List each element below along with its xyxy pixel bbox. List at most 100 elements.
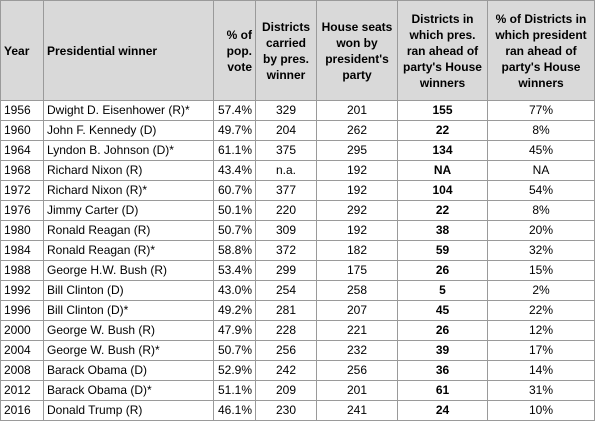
table-cell: 50.7% xyxy=(213,340,256,361)
table-cell: 201 xyxy=(316,100,398,121)
table-cell: George H.W. Bush (R) xyxy=(43,260,214,281)
table-cell: Barack Obama (D)* xyxy=(43,380,214,401)
table-cell: 8% xyxy=(487,200,595,221)
table-row: 1968 Richard Nixon (R) 43.4% n.a. 192 NA NA xyxy=(0,160,595,181)
table-cell: 58.8% xyxy=(213,240,256,261)
header-cell: Districts in which pres. ran ahead of pa… xyxy=(397,0,488,101)
table-cell: 2012 xyxy=(0,380,44,401)
table-cell: Lyndon B. Johnson (D)* xyxy=(43,140,214,161)
table-cell: 49.7% xyxy=(213,120,256,141)
table-cell: 22% xyxy=(487,300,595,321)
table-cell: 49.2% xyxy=(213,300,256,321)
table-cell: 258 xyxy=(316,280,398,301)
table-cell: Bill Clinton (D)* xyxy=(43,300,214,321)
table-cell: 43.0% xyxy=(213,280,256,301)
table-cell: 60.7% xyxy=(213,180,256,201)
table-cell: 45 xyxy=(397,300,488,321)
table-cell: 61.1% xyxy=(213,140,256,161)
table-cell: 20% xyxy=(487,220,595,241)
table-row: 1984 Ronald Reagan (R)* 58.8% 372 182 59 32% xyxy=(0,240,595,261)
table-cell: 220 xyxy=(255,200,317,221)
table-cell: 45% xyxy=(487,140,595,161)
table-cell: 53.4% xyxy=(213,260,256,281)
table-row: 1988 George H.W. Bush (R) 53.4% 299 175 26 15% xyxy=(0,260,595,281)
table-cell: 36 xyxy=(397,360,488,381)
table-cell: 1996 xyxy=(0,300,44,321)
table-cell: 1976 xyxy=(0,200,44,221)
table-cell: 10% xyxy=(487,400,595,421)
table-cell: 8% xyxy=(487,120,595,141)
table-cell: 46.1% xyxy=(213,400,256,421)
table-row: 1972 Richard Nixon (R)* 60.7% 377 192 104 54% xyxy=(0,180,595,201)
header-cell: % of Districts in which president ran ah… xyxy=(487,0,595,101)
table-cell: 50.1% xyxy=(213,200,256,221)
table-cell: 26 xyxy=(397,320,488,341)
table-row: 2004 George W. Bush (R)* 50.7% 256 232 39 17% xyxy=(0,340,595,361)
table-cell: 1988 xyxy=(0,260,44,281)
table-cell: 1968 xyxy=(0,160,44,181)
table-cell: Dwight D. Eisenhower (R)* xyxy=(43,100,214,121)
table-row: 1956 Dwight D. Eisenhower (R)* 57.4% 329 201… xyxy=(0,100,595,121)
table-cell: 375 xyxy=(255,140,317,161)
table-row: 1996 Bill Clinton (D)* 49.2% 281 207 45 22% xyxy=(0,300,595,321)
table-cell: 22 xyxy=(397,120,488,141)
table-cell: 209 xyxy=(255,380,317,401)
table-cell: 204 xyxy=(255,120,317,141)
table-cell: 22 xyxy=(397,200,488,221)
table-cell: 1964 xyxy=(0,140,44,161)
table-cell: 182 xyxy=(316,240,398,261)
table-cell: 254 xyxy=(255,280,317,301)
table-cell: 50.7% xyxy=(213,220,256,241)
table-cell: 2004 xyxy=(0,340,44,361)
table-cell: 292 xyxy=(316,200,398,221)
table-row: 1960 John F. Kennedy (D) 49.7% 204 262 22 8% xyxy=(0,120,595,141)
table-cell: Ronald Reagan (R)* xyxy=(43,240,214,261)
table-body: 1956 Dwight D. Eisenhower (R)* 57.4% 329 201… xyxy=(0,100,595,421)
table-cell: 207 xyxy=(316,300,398,321)
table-cell: 134 xyxy=(397,140,488,161)
table-cell: 256 xyxy=(316,360,398,381)
table-cell: 14% xyxy=(487,360,595,381)
table-cell: 372 xyxy=(255,240,317,261)
table-cell: Barack Obama (D) xyxy=(43,360,214,381)
table-cell: 221 xyxy=(316,320,398,341)
table-cell: Donald Trump (R) xyxy=(43,400,214,421)
table-row: 2000 George W. Bush (R) 47.9% 228 221 26 12% xyxy=(0,320,595,341)
table-row: 1976 Jimmy Carter (D) 50.1% 220 292 22 8% xyxy=(0,200,595,221)
table-row: 1992 Bill Clinton (D) 43.0% 254 258 5 2% xyxy=(0,280,595,301)
table-cell: 230 xyxy=(255,400,317,421)
table-cell: 43.4% xyxy=(213,160,256,181)
header-row: Year Presidential winner% of pop. vote Dis… xyxy=(0,0,595,101)
table-cell: 242 xyxy=(255,360,317,381)
table-cell: 2016 xyxy=(0,400,44,421)
table-cell: 24 xyxy=(397,400,488,421)
header-cell: Year xyxy=(0,0,44,101)
header-cell: Districts carried by pres. winner xyxy=(255,0,317,101)
table-cell: 377 xyxy=(255,180,317,201)
table-cell: 192 xyxy=(316,220,398,241)
table-cell: 1956 xyxy=(0,100,44,121)
table-cell: 201 xyxy=(316,380,398,401)
table-row: 2012 Barack Obama (D)* 51.1% 209 201 61 31% xyxy=(0,380,595,401)
table-cell: George W. Bush (R)* xyxy=(43,340,214,361)
table-cell: 51.1% xyxy=(213,380,256,401)
table-cell: 1992 xyxy=(0,280,44,301)
table-cell: 15% xyxy=(487,260,595,281)
table-cell: 228 xyxy=(255,320,317,341)
table-cell: 281 xyxy=(255,300,317,321)
table-cell: 2% xyxy=(487,280,595,301)
table-cell: 309 xyxy=(255,220,317,241)
table-cell: 1984 xyxy=(0,240,44,261)
table-cell: NA xyxy=(487,160,595,181)
table-cell: 77% xyxy=(487,100,595,121)
table-cell: n.a. xyxy=(255,160,317,181)
table-cell: 57.4% xyxy=(213,100,256,121)
table-cell: 299 xyxy=(255,260,317,281)
table-header: Year Presidential winner% of pop. vote Dis… xyxy=(0,0,595,101)
table-cell: 262 xyxy=(316,120,398,141)
table-cell: 12% xyxy=(487,320,595,341)
table-cell: 54% xyxy=(487,180,595,201)
table-cell: 232 xyxy=(316,340,398,361)
table-cell: 192 xyxy=(316,160,398,181)
